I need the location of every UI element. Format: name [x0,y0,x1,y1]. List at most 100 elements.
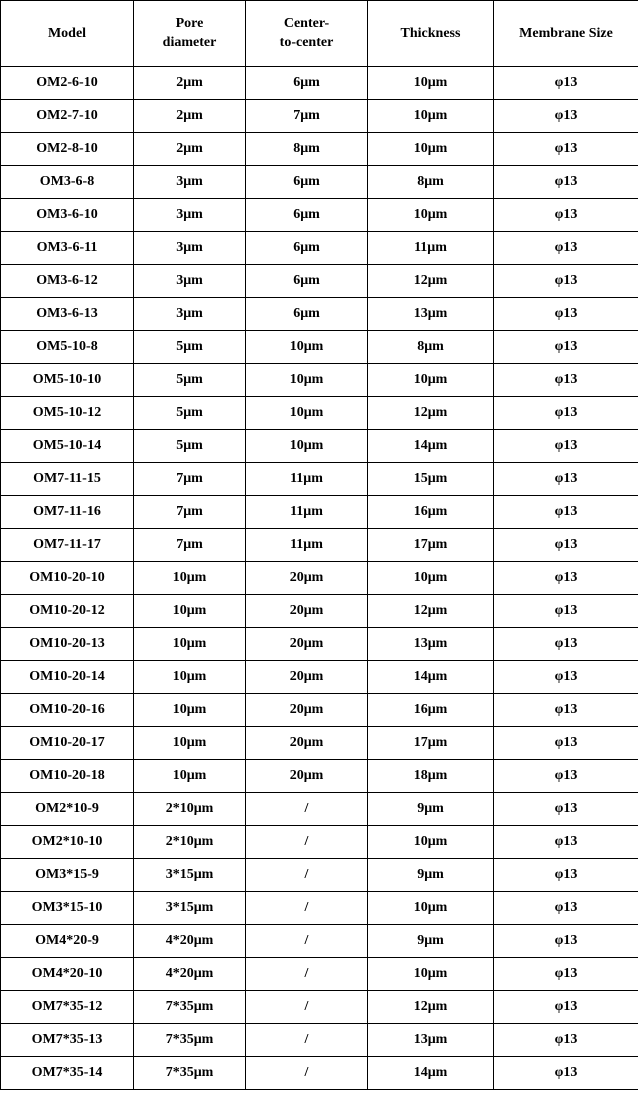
table-cell: OM7-11-17 [1,529,134,562]
table-cell: OM4*20-10 [1,958,134,991]
table-row: OM2-6-102μm6μm10μmφ13 [1,67,638,100]
table-cell: 7*35μm [134,1057,246,1090]
table-cell: OM10-20-17 [1,727,134,760]
table-cell: OM3*15-10 [1,892,134,925]
table-cell: 7μm [134,529,246,562]
table-cell: 16μm [368,496,494,529]
table-cell: 2*10μm [134,826,246,859]
table-row: OM5-10-85μm10μm8μmφ13 [1,331,638,364]
table-cell: 5μm [134,430,246,463]
table-cell: 10μm [134,760,246,793]
table-cell: φ13 [494,397,638,430]
table-row: OM5-10-145μm10μm14μmφ13 [1,430,638,463]
header-label-line1: Pore [176,16,204,31]
table-cell: φ13 [494,1057,638,1090]
table-cell: 10μm [246,331,368,364]
table-cell: 6μm [246,199,368,232]
table-cell: 14μm [368,430,494,463]
table-cell: φ13 [494,958,638,991]
table-cell: φ13 [494,496,638,529]
table-cell: 10μm [368,958,494,991]
table-row: OM7-11-177μm11μm17μmφ13 [1,529,638,562]
header-label: Membrane Size [519,26,613,41]
table-cell: OM2-8-10 [1,133,134,166]
table-cell: 10μm [246,364,368,397]
table-row: OM10-20-1410μm20μm14μmφ13 [1,661,638,694]
table-cell: 10μm [368,892,494,925]
table-cell: OM5-10-14 [1,430,134,463]
table-cell: OM3-6-11 [1,232,134,265]
table-cell: 3μm [134,232,246,265]
table-cell: OM2-6-10 [1,67,134,100]
table-cell: 2μm [134,100,246,133]
table-cell: 6μm [246,298,368,331]
table-cell: 5μm [134,364,246,397]
table-cell: / [246,991,368,1024]
table-cell: 10μm [134,694,246,727]
table-cell: 13μm [368,298,494,331]
table-cell: φ13 [494,991,638,1024]
table-cell: φ13 [494,661,638,694]
header-thickness: Thickness [368,1,494,67]
table-cell: 5μm [134,397,246,430]
table-row: OM5-10-105μm10μm10μmφ13 [1,364,638,397]
table-cell: 3*15μm [134,892,246,925]
table-cell: 11μm [246,529,368,562]
table-row: OM3-6-133μm6μm13μmφ13 [1,298,638,331]
table-cell: OM10-20-14 [1,661,134,694]
table-cell: OM5-10-10 [1,364,134,397]
table-cell: 10μm [134,661,246,694]
table-cell: 13μm [368,1024,494,1057]
table-cell: φ13 [494,595,638,628]
table-cell: 9μm [368,793,494,826]
table-cell: 10μm [134,628,246,661]
table-cell: 10μm [134,727,246,760]
header-center-to-center: Center- to-center [246,1,368,67]
table-cell: φ13 [494,199,638,232]
table-cell: 20μm [246,694,368,727]
table-cell: φ13 [494,1024,638,1057]
table-cell: φ13 [494,331,638,364]
table-cell: OM2-7-10 [1,100,134,133]
table-cell: OM3*15-9 [1,859,134,892]
table-cell: 3μm [134,199,246,232]
table-cell: 2μm [134,133,246,166]
table-cell: OM7-11-15 [1,463,134,496]
table-cell: 3*15μm [134,859,246,892]
header-label: Thickness [401,26,461,41]
table-row: OM10-20-1810μm20μm18μmφ13 [1,760,638,793]
table-cell: 5μm [134,331,246,364]
table-cell: 10μm [134,595,246,628]
table-cell: OM10-20-10 [1,562,134,595]
table-cell: 7μm [134,463,246,496]
table-cell: φ13 [494,430,638,463]
table-cell: φ13 [494,826,638,859]
table-cell: 10μm [134,562,246,595]
table-cell: 2μm [134,67,246,100]
table-cell: 18μm [368,760,494,793]
table-cell: 20μm [246,727,368,760]
table-cell: 6μm [246,166,368,199]
table-cell: φ13 [494,463,638,496]
table-row: OM2-7-102μm7μm10μmφ13 [1,100,638,133]
table-cell: OM3-6-13 [1,298,134,331]
table-cell: 6μm [246,265,368,298]
table-cell: φ13 [494,67,638,100]
table-cell: φ13 [494,859,638,892]
table-cell: 12μm [368,991,494,1024]
table-row: OM7-11-157μm11μm15μmφ13 [1,463,638,496]
header-row: Model Pore diameter Center- to-center Th… [1,1,638,67]
table-row: OM7*35-127*35μm/12μmφ13 [1,991,638,1024]
header-label-line2: to-center [280,35,334,50]
table-cell: 10μm [368,67,494,100]
table-row: OM3-6-123μm6μm12μmφ13 [1,265,638,298]
table-cell: 10μm [368,133,494,166]
table-row: OM4*20-94*20μm/9μmφ13 [1,925,638,958]
table-cell: 10μm [368,100,494,133]
table-cell: OM3-6-12 [1,265,134,298]
table-cell: / [246,1024,368,1057]
table-row: OM10-20-1610μm20μm16μmφ13 [1,694,638,727]
table-cell: 8μm [368,331,494,364]
table-cell: 8μm [246,133,368,166]
table-cell: 10μm [368,199,494,232]
